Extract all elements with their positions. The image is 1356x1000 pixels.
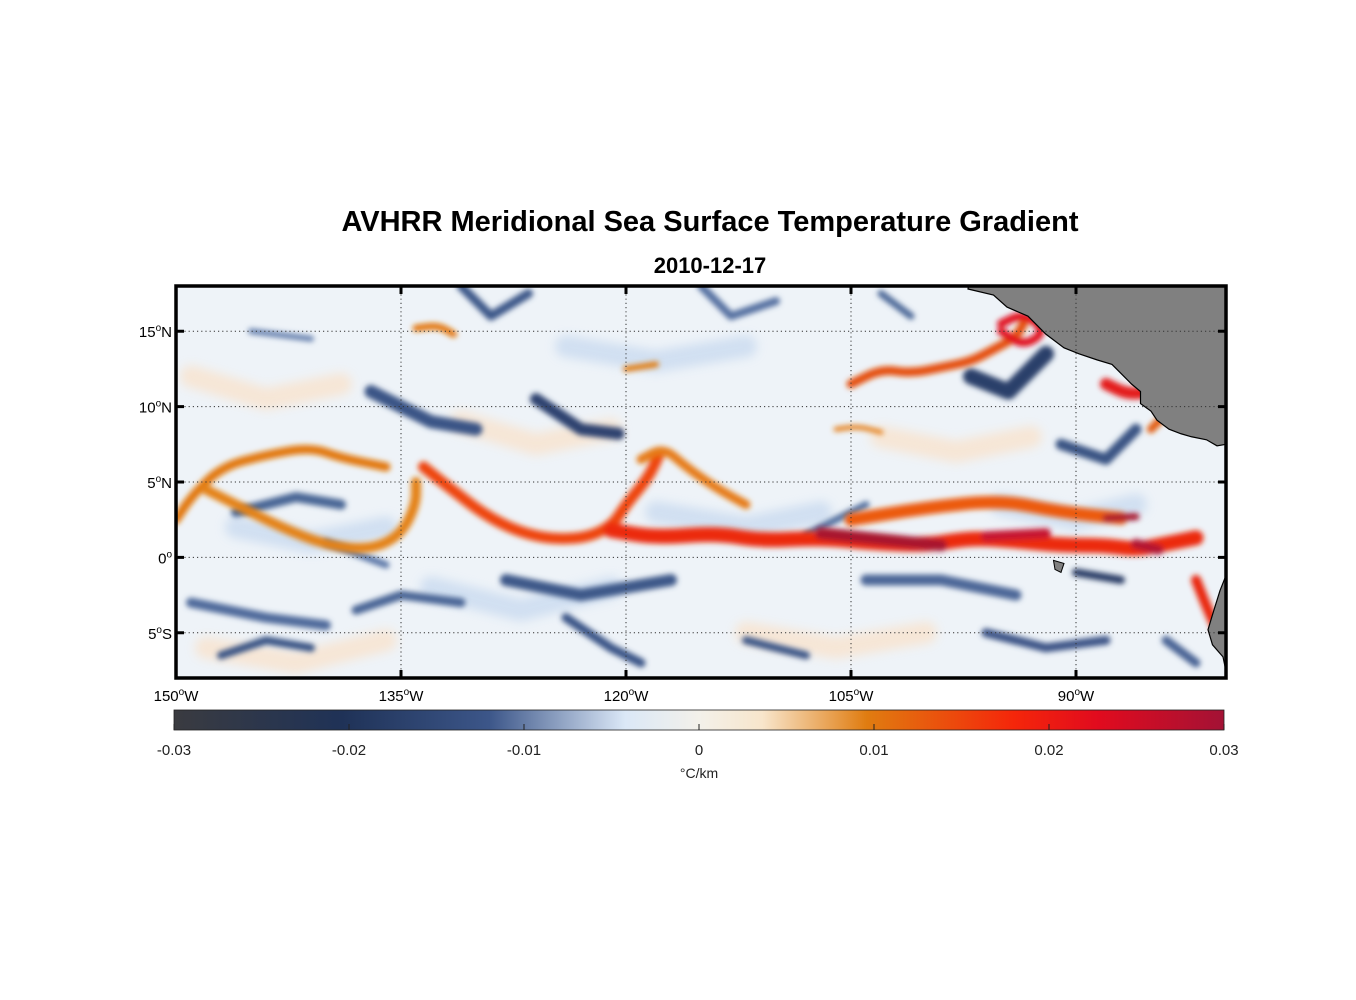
colorbar-tick-label: 0 (695, 742, 703, 759)
colorbar-tick-label: -0.02 (332, 742, 366, 759)
lon-tick-label: 150oW (154, 687, 200, 705)
negative-gradient-features (186, 286, 1201, 668)
lat-tick-label: 0o (158, 549, 172, 567)
colorbar: -0.03 -0.02 -0.01 0 0.01 0.02 0.03 °C/km (157, 709, 1239, 781)
axis-labels: 150oW 135oW 120oW 105oW 90oW 15oN 10oN 5oN 0o 5oS (139, 286, 1226, 705)
central-america-land (967, 286, 1226, 447)
positive-gradient-fronts (176, 312, 1224, 638)
lon-tick-label: 90oW (1058, 687, 1095, 705)
lat-tick-label: 5oS (148, 625, 172, 643)
chart-subtitle: 2010-12-17 (653, 253, 767, 278)
lat-tick-label: 10oN (139, 399, 172, 417)
lat-tick-label: 5oN (147, 474, 172, 492)
colorbar-tick-label: 0.03 (1209, 742, 1238, 759)
lon-tick-label: 120oW (604, 687, 650, 705)
colorbar-unit-label: °C/km (680, 765, 718, 781)
lon-tick-label: 135oW (379, 687, 425, 705)
colorbar-tick-label: -0.01 (507, 742, 541, 759)
land-mass (967, 286, 1226, 675)
lon-tick-label: 105oW (829, 687, 875, 705)
colorbar-tick-label: 0.02 (1034, 742, 1063, 759)
lat-tick-label: 15oN (139, 323, 172, 341)
galapagos-islands (1052, 559, 1065, 574)
colorbar-tick-label: 0.01 (859, 742, 888, 759)
sst-gradient-field (176, 286, 1224, 675)
chart-title: AVHRR Meridional Sea Surface Temperature… (341, 206, 1079, 238)
colorbar-tick-label: -0.03 (157, 742, 191, 759)
south-america-land (1207, 574, 1226, 675)
map-gridlines (176, 286, 1226, 678)
